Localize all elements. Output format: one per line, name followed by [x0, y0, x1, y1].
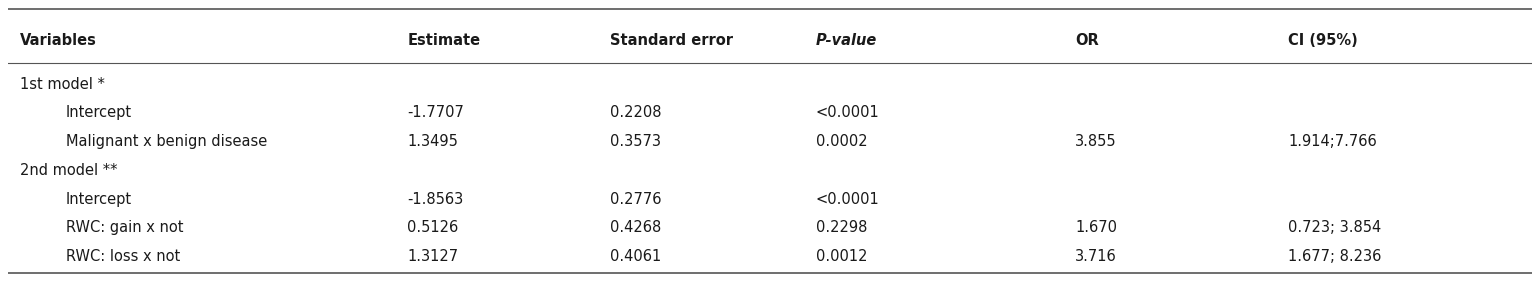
Text: 1.677; 8.236: 1.677; 8.236	[1289, 249, 1382, 264]
Text: 1.3127: 1.3127	[407, 249, 459, 264]
Text: CI (95%): CI (95%)	[1289, 33, 1358, 48]
Text: 0.2208: 0.2208	[611, 105, 661, 120]
Text: 0.0002: 0.0002	[816, 134, 867, 149]
Text: 3.716: 3.716	[1075, 249, 1117, 264]
Text: 1.914;7.766: 1.914;7.766	[1289, 134, 1378, 149]
Text: Intercept: Intercept	[66, 105, 132, 120]
Text: 0.3573: 0.3573	[611, 134, 661, 149]
Text: 1st model *: 1st model *	[20, 77, 104, 92]
Text: Standard error: Standard error	[611, 33, 733, 48]
Text: Estimate: Estimate	[407, 33, 480, 48]
Text: 0.4061: 0.4061	[611, 249, 661, 264]
Text: -1.8563: -1.8563	[407, 192, 463, 207]
Text: Intercept: Intercept	[66, 192, 132, 207]
Text: -1.7707: -1.7707	[407, 105, 465, 120]
Text: 0.2298: 0.2298	[816, 220, 867, 235]
Text: <0.0001: <0.0001	[816, 105, 879, 120]
Text: 0.2776: 0.2776	[611, 192, 661, 207]
Text: P-value: P-value	[816, 33, 877, 48]
Text: 3.855: 3.855	[1075, 134, 1117, 149]
Text: Malignant x benign disease: Malignant x benign disease	[66, 134, 267, 149]
Text: RWC: gain x not: RWC: gain x not	[66, 220, 183, 235]
Text: 0.723; 3.854: 0.723; 3.854	[1289, 220, 1382, 235]
Text: RWC: loss x not: RWC: loss x not	[66, 249, 179, 264]
Text: Variables: Variables	[20, 33, 97, 48]
Text: 0.0012: 0.0012	[816, 249, 867, 264]
Text: 1.3495: 1.3495	[407, 134, 459, 149]
Text: <0.0001: <0.0001	[816, 192, 879, 207]
Text: 1.670: 1.670	[1075, 220, 1117, 235]
Text: 0.4268: 0.4268	[611, 220, 661, 235]
Text: 2nd model **: 2nd model **	[20, 163, 118, 178]
Text: OR: OR	[1075, 33, 1098, 48]
Text: 0.5126: 0.5126	[407, 220, 459, 235]
